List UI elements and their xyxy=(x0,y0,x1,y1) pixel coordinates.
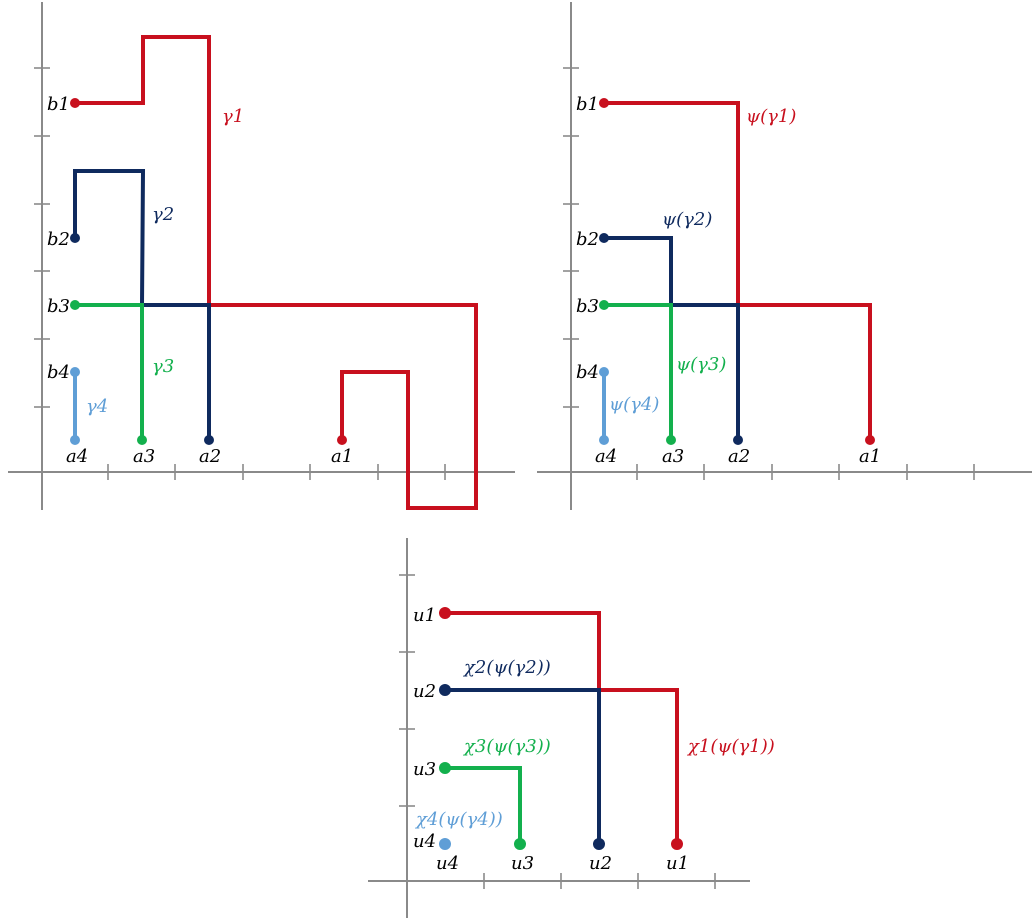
label-b4: b4 xyxy=(47,362,70,383)
label-psi4: ψ(γ4) xyxy=(609,394,659,415)
label-gamma2: γ2 xyxy=(152,204,174,225)
label-a4: a4 xyxy=(595,446,617,467)
label-u3: u3 xyxy=(413,759,436,780)
panel-2-path-psi3 xyxy=(604,303,673,440)
label-gamma4: γ4 xyxy=(86,396,108,417)
label-a1: a1 xyxy=(859,446,881,467)
label-a4: a4 xyxy=(66,446,88,467)
label-u2-bottom: u2 xyxy=(589,853,612,874)
panel-2-y-ticks xyxy=(563,67,579,408)
panel-2-endpoints xyxy=(599,98,875,445)
label-psi3: ψ(γ3) xyxy=(676,354,726,375)
panel-3-path-chi3 xyxy=(445,766,522,844)
panel-1: b1 b2 b3 b4 a4 a3 a2 a1 γ1 γ2 γ3 γ4 xyxy=(8,2,515,510)
label-b1: b1 xyxy=(47,94,70,115)
panel-1-path-gamma1 xyxy=(75,35,478,510)
label-b3: b3 xyxy=(47,296,70,317)
endpoint-b3 xyxy=(70,300,80,310)
label-a2: a2 xyxy=(728,446,750,467)
label-u3-bottom: u3 xyxy=(511,853,534,874)
panel-1-endpoints xyxy=(70,98,347,445)
panel-3-path-chi2 xyxy=(445,688,601,844)
label-b2: b2 xyxy=(47,229,70,250)
panel-1-path-gamma3 xyxy=(75,303,144,440)
endpoint-a2 xyxy=(204,435,214,445)
panel-3-x-ticks xyxy=(483,873,716,889)
label-u1-bottom: u1 xyxy=(666,853,689,874)
label-chi2: χ2(ψ(γ2)) xyxy=(462,657,551,678)
endpoint-b4 xyxy=(70,367,80,377)
label-b2: b2 xyxy=(576,229,599,250)
panel-3: u1 u2 u3 u4 u4 u3 u2 u1 χ1(ψ(γ1)) χ2(ψ(γ… xyxy=(368,538,775,918)
endpoint-b2 xyxy=(70,233,80,243)
endpoint-a4 xyxy=(70,435,80,445)
label-chi4: χ4(ψ(γ4)) xyxy=(414,809,503,830)
panel-2: b1 b2 b3 b4 a4 a3 a2 a1 ψ(γ1) ψ(γ2) ψ(γ3… xyxy=(537,2,1032,510)
panel-1-y-ticks xyxy=(34,67,50,408)
panel-3-y-ticks xyxy=(399,574,415,807)
label-gamma1: γ1 xyxy=(222,106,244,127)
label-a1: a1 xyxy=(331,446,353,467)
label-b4: b4 xyxy=(576,362,599,383)
label-u1: u1 xyxy=(413,605,436,626)
label-a3: a3 xyxy=(133,446,155,467)
label-psi1: ψ(γ1) xyxy=(746,106,796,127)
label-b3: b3 xyxy=(576,296,599,317)
label-chi3: χ3(ψ(γ3)) xyxy=(462,736,551,757)
label-a3: a3 xyxy=(662,446,684,467)
panel-1-x-ticks xyxy=(107,464,446,480)
endpoint-a3 xyxy=(137,435,147,445)
endpoint-b1 xyxy=(70,98,80,108)
label-u4-left: u4 xyxy=(413,831,436,852)
panel-2-x-ticks xyxy=(636,464,975,480)
label-psi2: ψ(γ2) xyxy=(662,209,712,230)
endpoint-a1 xyxy=(337,435,347,445)
label-chi1: χ1(ψ(γ1)) xyxy=(686,736,775,757)
label-u2: u2 xyxy=(413,681,436,702)
panel-1-path-gamma2 xyxy=(73,169,211,440)
label-a2: a2 xyxy=(199,446,221,467)
label-b1: b1 xyxy=(576,94,599,115)
label-u4-bottom: u4 xyxy=(436,853,459,874)
panel-3-endpoints xyxy=(439,607,683,850)
label-gamma3: γ3 xyxy=(152,356,174,377)
